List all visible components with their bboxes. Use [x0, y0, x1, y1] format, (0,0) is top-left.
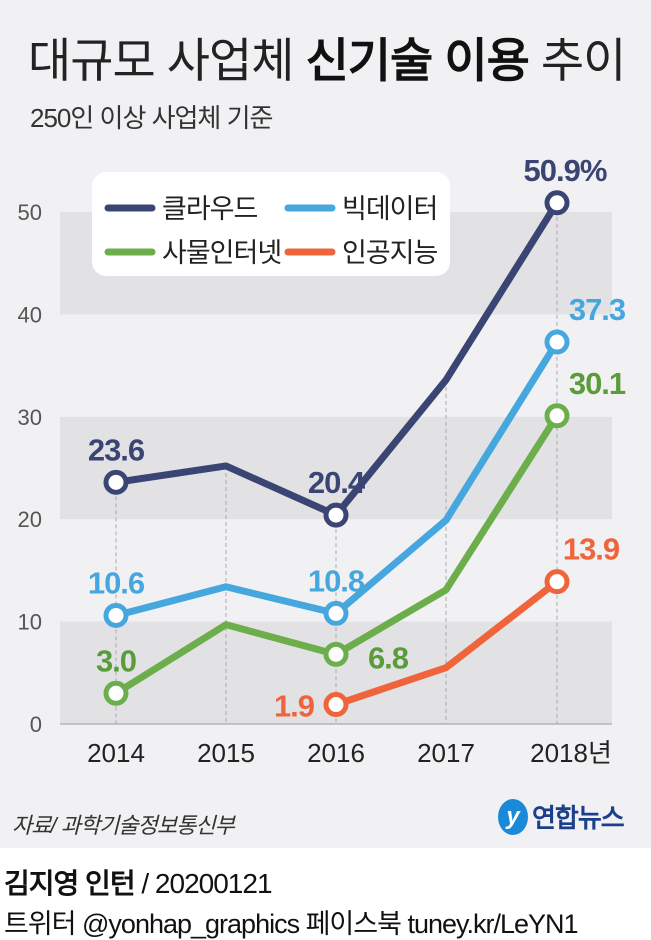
- data-label: 37.3: [569, 292, 626, 327]
- legend-label: 인공지능: [342, 238, 438, 268]
- data-label: 50.9%: [524, 153, 607, 188]
- data-label: 10.6: [88, 565, 145, 600]
- x-tick-label: 2016: [307, 738, 365, 768]
- logo-icon: y: [498, 798, 528, 835]
- data-point-marker: [323, 600, 349, 626]
- data-point-marker: [103, 602, 129, 628]
- y-tick-label: 40: [18, 302, 42, 327]
- x-tick-label: 2018년: [530, 738, 612, 768]
- data-point-marker: [544, 403, 570, 429]
- y-tick-label: 20: [18, 507, 42, 532]
- data-point-marker: [544, 569, 570, 595]
- data-label: 30.1: [569, 366, 626, 401]
- data-point-marker: [103, 680, 129, 706]
- yonhap-logo: y 연합뉴스: [498, 798, 625, 835]
- data-point-marker: [323, 641, 349, 667]
- title-bold: 신기술 이용: [305, 34, 530, 87]
- data-label: 3.0: [96, 643, 136, 678]
- data-point-marker: [103, 469, 129, 495]
- data-label: 6.8: [368, 640, 409, 675]
- data-point-marker: [544, 329, 570, 355]
- data-label: 13.9: [563, 532, 620, 567]
- line-chart: 0 10 20 30 40 50 2014 2015 2016 2017 2018년 23.6 20.4…: [18, 153, 627, 768]
- data-label: 20.4: [308, 465, 366, 500]
- x-tick-label: 2017: [417, 738, 475, 768]
- x-tick-label: 2015: [197, 738, 255, 768]
- y-tick-label: 50: [18, 200, 42, 225]
- logo-text: 연합뉴스: [532, 803, 625, 833]
- title-part: 추이: [528, 34, 626, 87]
- source-note: 자료/ 과학기술정보통신부: [12, 813, 235, 838]
- data-label: 1.9: [274, 689, 315, 724]
- title-part: 대규모 사업체: [28, 34, 306, 87]
- credit: 김지영 인턴 / 20200121: [4, 862, 273, 902]
- data-point-marker: [544, 190, 570, 216]
- legend-box: [92, 172, 450, 276]
- legend-label: 클라우드: [162, 194, 258, 224]
- x-tick-label: 2014: [87, 738, 145, 768]
- y-tick-label: 30: [18, 405, 42, 430]
- data-label: 23.6: [88, 432, 145, 467]
- credit-name: 김지영 인턴: [4, 868, 136, 899]
- y-tick-label: 10: [18, 610, 42, 635]
- series-line-3: [334, 578, 560, 708]
- data-point-marker: [323, 692, 349, 718]
- legend-label: 빅데이터: [342, 194, 437, 224]
- subtitle: 250인 이상 사업체 기준: [30, 103, 273, 133]
- data-label: 10.8: [308, 563, 365, 598]
- legend-label: 사물인터넷: [162, 238, 281, 268]
- social-links: 트위터 @yonhap_graphics 페이스북 tuney.kr/LeYN1: [4, 909, 579, 939]
- page-title: 대규모 사업체 신기술 이용 추이: [28, 22, 626, 91]
- data-point-marker: [323, 502, 349, 528]
- credit-date: / 20200121: [134, 868, 272, 899]
- y-tick-label: 0: [30, 712, 42, 737]
